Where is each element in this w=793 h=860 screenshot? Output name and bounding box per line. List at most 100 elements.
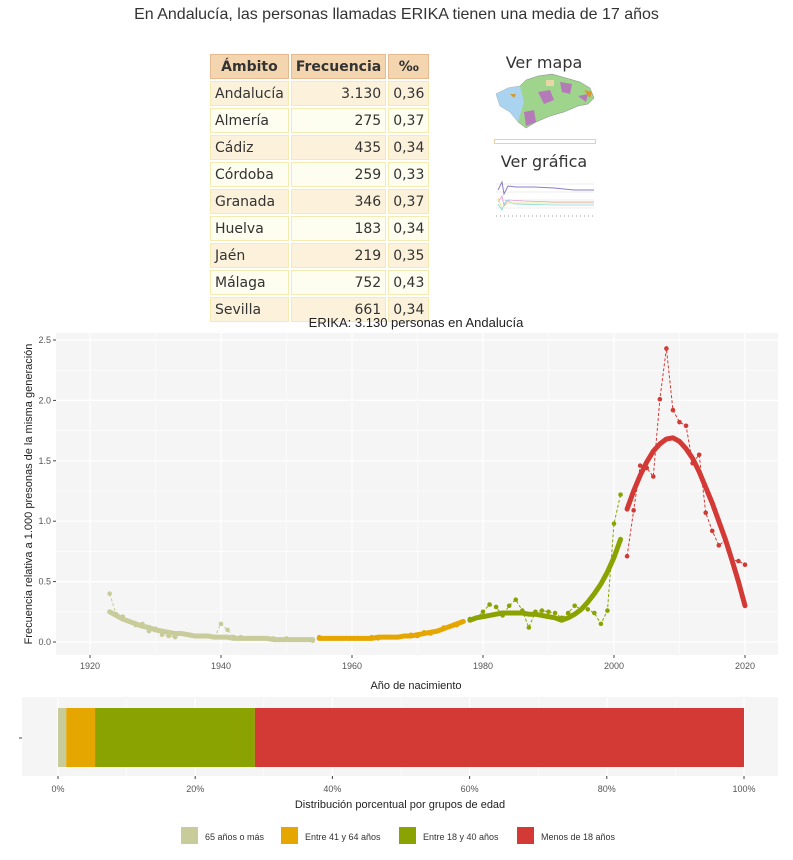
legend-label: Entre 18 y 40 años <box>423 832 499 842</box>
y-tick-label: 0.0 <box>38 637 51 647</box>
legend: 65 años o más Entre 41 y 64 años Entre 18 … <box>181 827 616 844</box>
data-point <box>696 452 702 458</box>
table-row: Sevilla 661 0,34 <box>210 297 430 322</box>
y-tick-label: 1.0 <box>38 516 51 526</box>
cell-ambito: Huelva <box>210 216 289 241</box>
data-point <box>703 510 708 516</box>
data-point <box>651 474 656 479</box>
data-point <box>605 608 610 613</box>
x-tick-label: 1940 <box>211 661 231 671</box>
table-row: Granada 346 0,37 <box>210 189 430 214</box>
cell-frecuencia: 183 <box>290 216 387 241</box>
table-row: Málaga 752 0,43 <box>210 270 430 295</box>
cell-ambito: Almería <box>210 108 289 133</box>
x-tick-label: 2020 <box>735 661 755 671</box>
data-point <box>546 609 551 615</box>
legend-swatch <box>281 827 298 844</box>
data-point <box>598 621 604 627</box>
bar-tick-label: 20% <box>186 784 204 794</box>
data-point <box>585 607 591 612</box>
legend-swatch <box>181 827 198 844</box>
bar-tick-label: 100% <box>732 784 755 794</box>
data-point <box>565 610 571 616</box>
x-tick-label: 2000 <box>604 661 624 671</box>
cell-frecuencia: 661 <box>290 297 387 322</box>
bar-tick-label: 60% <box>461 784 479 794</box>
data-point <box>637 463 643 468</box>
data-point <box>506 603 512 609</box>
data-point <box>716 543 722 548</box>
plot-panel <box>56 333 778 655</box>
data-point <box>670 407 676 413</box>
ver-grafica-link[interactable]: Ver gráfica <box>500 152 588 171</box>
table-row: Cádiz 435 0,34 <box>210 135 430 160</box>
data-point <box>218 621 224 627</box>
header-frecuencia: Frecuencia <box>290 54 387 79</box>
y-tick-label: 1.5 <box>38 456 51 466</box>
frequency-table: Ámbito Frecuencia ‰ Andalucía 3.130 0,36 Al… <box>208 52 431 324</box>
cell-permil: 0,34 <box>388 135 430 160</box>
data-point <box>631 508 636 513</box>
x-tick-label: 1980 <box>473 661 493 671</box>
data-point <box>736 558 741 564</box>
y-tick-label: 0.5 <box>38 577 51 587</box>
data-point <box>618 492 623 497</box>
divider <box>494 139 596 144</box>
cell-ambito: Cádiz <box>210 135 289 160</box>
cell-ambito: Sevilla <box>210 297 289 322</box>
data-point <box>225 627 230 633</box>
bar-tick-label: 0% <box>51 784 64 794</box>
data-point <box>572 603 577 609</box>
andalucia-map-thumbnail[interactable] <box>494 72 596 130</box>
table-row: Huelva 183 0,34 <box>210 216 430 241</box>
y-axis-title: Frecuencia relativa a 1.000 presonas de … <box>23 344 35 645</box>
legend-label: Menos de 18 años <box>541 832 616 842</box>
cell-permil: 0,34 <box>388 297 430 322</box>
legend-label: Entre 41 y 64 años <box>305 832 381 842</box>
smooth-trend-line <box>467 536 624 623</box>
data-point <box>480 609 486 615</box>
cell-permil: 0,36 <box>388 81 430 106</box>
bar-segment <box>95 708 255 767</box>
cell-ambito: Granada <box>210 189 289 214</box>
cell-permil: 0,37 <box>388 108 430 133</box>
cell-frecuencia: 275 <box>290 108 387 133</box>
cell-frecuencia: 435 <box>290 135 387 160</box>
data-point <box>677 419 682 425</box>
header-permil: ‰ <box>388 54 430 79</box>
cell-ambito: Málaga <box>210 270 289 295</box>
data-point <box>552 610 558 616</box>
data-point <box>624 553 630 559</box>
cell-permil: 0,33 <box>388 162 430 187</box>
ver-mapa-link[interactable]: Ver mapa <box>505 53 583 72</box>
bar-segment <box>58 708 67 767</box>
y-tick-label: 2.5 <box>38 335 51 345</box>
cell-ambito: Jaén <box>210 243 289 268</box>
table-row: Jaén 219 0,35 <box>210 243 430 268</box>
x-axis-title: Año de nacimiento <box>370 680 461 692</box>
data-point <box>592 610 597 616</box>
bar-tick-label: 40% <box>323 784 341 794</box>
bar-segment <box>66 708 96 767</box>
cell-ambito: Córdoba <box>210 162 289 187</box>
chart-thumbnail[interactable] <box>494 178 594 220</box>
data-point <box>611 521 617 526</box>
data-point <box>709 528 715 534</box>
page-title: En Andalucía, las personas llamadas ERIK… <box>134 6 659 23</box>
data-point <box>493 604 499 610</box>
cell-frecuencia: 259 <box>290 162 387 187</box>
bar-segment <box>254 708 744 767</box>
table-row: Córdoba 259 0,33 <box>210 162 430 187</box>
data-point <box>513 597 519 603</box>
data-point <box>526 625 532 630</box>
data-point <box>107 591 112 596</box>
cell-permil: 0,35 <box>388 243 430 268</box>
legend-swatch <box>517 827 534 844</box>
data-point <box>664 346 669 351</box>
cell-permil: 0,37 <box>388 189 430 214</box>
data-point <box>657 396 663 402</box>
cell-frecuencia: 752 <box>290 270 387 295</box>
x-tick-label: 1960 <box>342 661 362 671</box>
line-chart-title: ERIKA: 3.130 personas en Andalucía <box>309 315 524 330</box>
